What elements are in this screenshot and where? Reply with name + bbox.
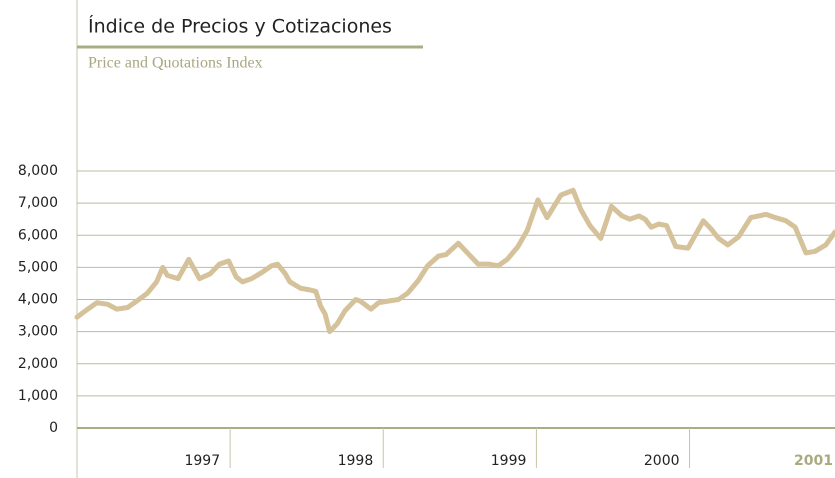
y-tick-label: 5,000 xyxy=(18,259,58,275)
y-tick-label: 0 xyxy=(49,420,58,436)
y-tick-label: 3,000 xyxy=(18,324,58,340)
index-line xyxy=(74,187,835,335)
y-tick-label: 4,000 xyxy=(18,292,58,308)
chart-subtitle: Price and Quotations Index xyxy=(88,55,263,72)
x-band-label: 1997 xyxy=(184,453,220,469)
x-band-label: 2001 xyxy=(794,453,833,469)
y-tick-label: 7,000 xyxy=(18,195,58,211)
x-band-label: 2000 xyxy=(644,453,680,469)
y-tick-label: 6,000 xyxy=(18,227,58,243)
chart-title: Índice de Precios y Cotizaciones xyxy=(88,15,392,38)
x-band-label: 1999 xyxy=(491,453,527,469)
x-band-label: 1998 xyxy=(338,453,374,469)
y-tick-label: 1,000 xyxy=(18,388,58,404)
y-tick-label: 8,000 xyxy=(18,163,58,179)
y-tick-label: 2,000 xyxy=(18,356,58,372)
